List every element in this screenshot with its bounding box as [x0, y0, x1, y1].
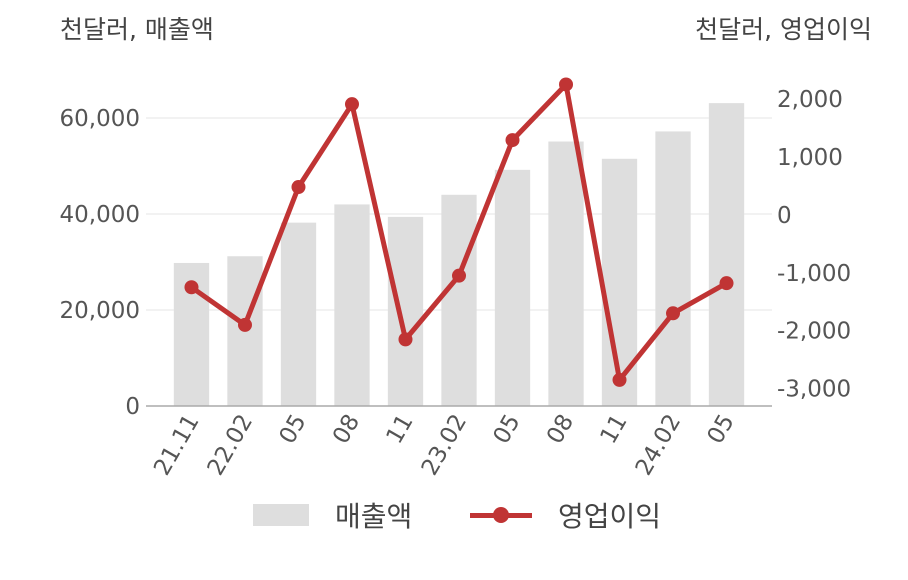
- left-tick-label: 20,000: [60, 298, 140, 324]
- x-tick-label: 08: [328, 410, 365, 448]
- point-operating-profit-5: [452, 268, 466, 283]
- legend-bar-swatch: [253, 504, 309, 526]
- x-tick-label: 08: [542, 410, 579, 448]
- x-tick-label: 11: [382, 410, 419, 448]
- legend-label-operating-profit: 영업이익: [558, 500, 662, 533]
- right-axis-unit-label: 천달러, 영업이익: [695, 15, 872, 44]
- x-tick-label: 05: [703, 410, 740, 448]
- bar-revenue-5: [441, 194, 477, 406]
- left-tick-label: 40,000: [60, 202, 140, 228]
- right-tick-label: -2,000: [777, 319, 851, 345]
- bar-revenue-6: [494, 169, 531, 406]
- chart-legend: 매출액 영업이익: [0, 490, 908, 540]
- point-operating-profit-4: [398, 332, 413, 347]
- point-operating-profit-1: [237, 317, 252, 332]
- right-tick-label: 1,000: [777, 145, 843, 171]
- x-tick-label: 22.02: [203, 410, 258, 480]
- right-tick-label: 2,000: [777, 87, 843, 113]
- left-tick-label: 60,000: [60, 106, 140, 132]
- bar-revenue-9: [655, 131, 691, 406]
- point-operating-profit-7: [559, 77, 574, 92]
- point-operating-profit-6: [505, 133, 520, 148]
- legend-item-operating-profit: 영업이익: [470, 490, 661, 540]
- point-operating-profit-8: [612, 372, 627, 387]
- bar-revenue-7: [548, 141, 584, 406]
- x-tick-label: 23.02: [417, 410, 472, 480]
- point-operating-profit-9: [666, 306, 681, 321]
- legend-line-swatch: [470, 504, 532, 526]
- x-tick-label: 24.02: [631, 410, 686, 480]
- right-tick-label: -1,000: [777, 261, 851, 287]
- point-operating-profit-10: [719, 276, 734, 291]
- bar-revenue-10: [708, 103, 745, 407]
- x-tick-label: 05: [489, 410, 526, 448]
- left-axis-unit-label: 천달러, 매출액: [60, 15, 214, 44]
- right-tick-label: -3,000: [777, 377, 851, 403]
- point-operating-profit-3: [344, 97, 359, 112]
- bar-revenue-2: [280, 222, 317, 406]
- bar-revenue-4: [387, 216, 424, 406]
- legend-item-revenue: 매출액: [253, 490, 412, 540]
- point-operating-profit-0: [184, 280, 199, 295]
- bar-revenue-3: [334, 204, 370, 406]
- x-tick-label: 21.11: [149, 410, 204, 480]
- x-tick-label: 05: [275, 410, 312, 448]
- right-tick-label: 0: [777, 203, 792, 229]
- point-operating-profit-2: [291, 180, 306, 195]
- legend-label-revenue: 매출액: [335, 500, 413, 533]
- left-tick-label: 0: [125, 394, 140, 420]
- x-tick-label: 11: [596, 410, 633, 448]
